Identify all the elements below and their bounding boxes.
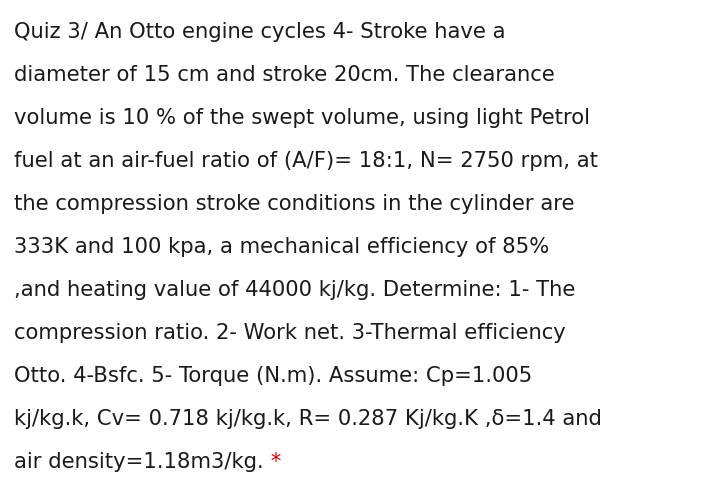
Text: compression ratio. 2- Work net. 3-Thermal efficiency: compression ratio. 2- Work net. 3-Therma… (14, 323, 566, 343)
Text: *: * (263, 452, 281, 472)
Text: 333K and 100 kpa, a mechanical efficiency of 85%: 333K and 100 kpa, a mechanical efficienc… (14, 237, 549, 257)
Text: fuel at an air-fuel ratio of (A/F)= 18:1, N= 2750 rpm, at: fuel at an air-fuel ratio of (A/F)= 18:1… (14, 151, 598, 171)
Text: diameter of 15 cm and stroke 20cm. The clearance: diameter of 15 cm and stroke 20cm. The c… (14, 65, 555, 85)
Text: ,and heating value of 44000 kj/kg. Determine: 1- The: ,and heating value of 44000 kj/kg. Deter… (14, 280, 575, 300)
Text: Otto. 4-Bsfc. 5- Torque (N.m). Assume: Cp=1.005: Otto. 4-Bsfc. 5- Torque (N.m). Assume: C… (14, 366, 533, 386)
Text: the compression stroke conditions in the cylinder are: the compression stroke conditions in the… (14, 194, 575, 214)
Text: volume is 10 % of the swept volume, using light Petrol: volume is 10 % of the swept volume, usin… (14, 108, 590, 128)
Text: air density=1.18m3/kg.: air density=1.18m3/kg. (14, 452, 263, 472)
Text: Quiz 3/ An Otto engine cycles 4- Stroke have a: Quiz 3/ An Otto engine cycles 4- Stroke … (14, 22, 506, 42)
Text: kj/kg.k, Cv= 0.718 kj/kg.k, R= 0.287 Kj/kg.K ,δ=1.4 and: kj/kg.k, Cv= 0.718 kj/kg.k, R= 0.287 Kj/… (14, 409, 602, 429)
